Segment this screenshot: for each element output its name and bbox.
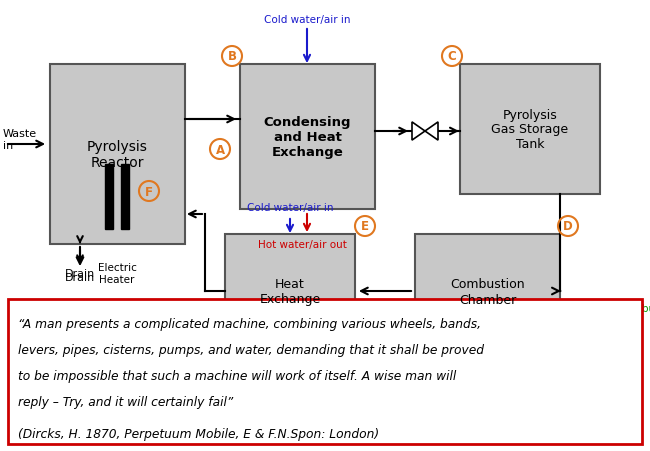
Text: B: B <box>227 51 237 63</box>
Text: Hot water/air out: Hot water/air out <box>257 239 346 249</box>
Bar <box>50 65 185 244</box>
Bar <box>8 299 642 444</box>
Text: A: A <box>215 143 224 156</box>
Text: F: F <box>145 185 153 198</box>
Text: Combustion
air: Combustion air <box>618 304 650 325</box>
Text: reply – Try, and it will certainly fail”: reply – Try, and it will certainly fail” <box>18 395 233 408</box>
Text: Heat
Exchange: Heat Exchange <box>259 278 320 306</box>
Bar <box>121 165 129 230</box>
Text: Drain: Drain <box>65 272 95 282</box>
Text: levers, pipes, cisterns, pumps, and water, demanding that it shall be proved: levers, pipes, cisterns, pumps, and wate… <box>18 343 484 356</box>
Text: Cold water/air in: Cold water/air in <box>247 202 333 212</box>
Polygon shape <box>425 123 438 141</box>
Bar <box>225 235 355 349</box>
Text: Condensing
and Heat
Exchange: Condensing and Heat Exchange <box>264 116 351 159</box>
Text: “A man presents a complicated machine, combining various wheels, bands,: “A man presents a complicated machine, c… <box>18 318 481 330</box>
Text: Combustion
Chamber: Combustion Chamber <box>450 278 525 306</box>
Text: Pyrolysis
Gas Storage
Tank: Pyrolysis Gas Storage Tank <box>491 108 569 151</box>
Text: Electric
Heater: Electric Heater <box>98 262 136 284</box>
Text: to be impossible that such a machine will work of itself. A wise man will: to be impossible that such a machine wil… <box>18 369 456 382</box>
Text: C: C <box>448 51 456 63</box>
Text: E: E <box>361 220 369 233</box>
Polygon shape <box>412 123 425 141</box>
Text: Cold water/air in: Cold water/air in <box>264 15 350 25</box>
Text: Drain: Drain <box>65 268 95 278</box>
Text: Waste
in: Waste in <box>3 129 37 150</box>
Text: (Dircks, H. 1870, Perpetuum Mobile, E & F.N.Spon: London): (Dircks, H. 1870, Perpetuum Mobile, E & … <box>18 427 379 440</box>
Bar <box>105 165 113 230</box>
Text: Pyrolysis
Reactor: Pyrolysis Reactor <box>87 140 148 170</box>
Bar <box>460 65 600 194</box>
Bar <box>415 235 560 349</box>
Text: D: D <box>563 220 573 233</box>
Bar <box>240 65 375 210</box>
